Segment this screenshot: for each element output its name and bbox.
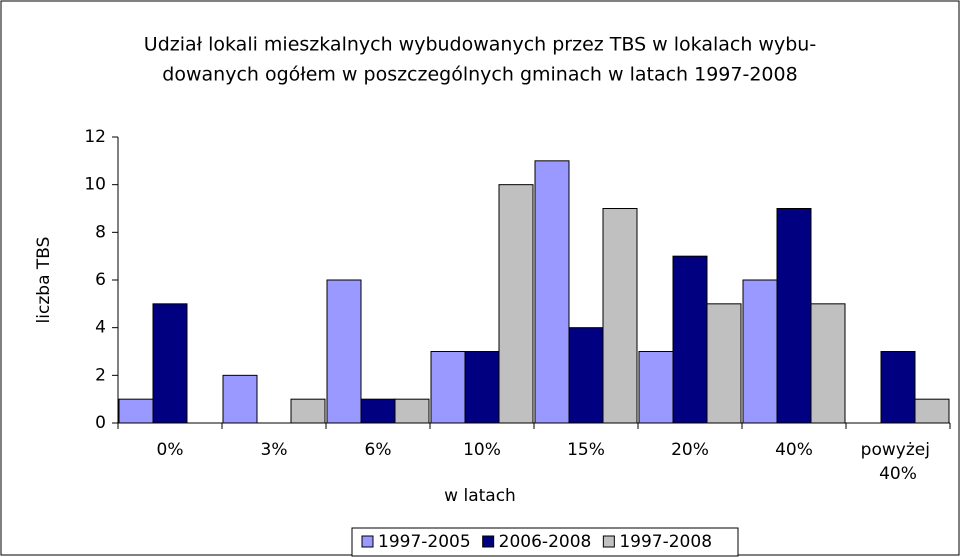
legend-swatch xyxy=(482,535,495,548)
y-tick-label: 10 xyxy=(84,175,106,195)
bar xyxy=(534,160,570,424)
bar xyxy=(394,398,430,424)
y-tick-label: 12 xyxy=(84,127,106,147)
bar xyxy=(222,374,258,424)
legend-box xyxy=(351,527,739,557)
bar xyxy=(464,351,500,424)
bar xyxy=(326,279,362,424)
bar xyxy=(742,279,778,424)
chart-title: dowanych ogółem w poszczególnych gminach… xyxy=(162,64,797,86)
y-tick-label: 0 xyxy=(95,413,106,433)
bar xyxy=(430,351,466,424)
bar xyxy=(602,208,638,424)
x-tick-label: powyżej 40% xyxy=(861,440,936,484)
x-tick-label: 3% xyxy=(261,440,288,460)
bar xyxy=(706,303,742,424)
bar xyxy=(290,398,326,424)
bar xyxy=(152,303,188,424)
y-axis-label: liczba TBS xyxy=(34,237,54,324)
x-tick-label: 6% xyxy=(365,440,392,460)
bar xyxy=(880,351,916,424)
legend-swatch xyxy=(602,535,615,548)
bar xyxy=(360,398,396,424)
bar xyxy=(914,398,950,424)
bar xyxy=(810,303,846,424)
bar xyxy=(638,351,674,424)
bar xyxy=(672,255,708,424)
x-tick-label: 20% xyxy=(671,440,709,460)
y-tick-label: 8 xyxy=(95,222,106,242)
legend-label: 1997-2008 xyxy=(619,532,712,552)
legend-swatch xyxy=(361,535,374,548)
bar xyxy=(498,184,534,424)
bar xyxy=(118,398,154,424)
bar xyxy=(776,208,812,424)
y-tick-label: 4 xyxy=(95,318,106,338)
bar xyxy=(568,327,604,424)
legend-label: 2006-2008 xyxy=(499,532,592,552)
x-tick-label: 0% xyxy=(157,440,184,460)
chart-title: Udział lokali mieszkalnych wybudowanych … xyxy=(144,34,816,56)
x-tick-label: 10% xyxy=(463,440,501,460)
x-axis-label: w latach xyxy=(444,486,516,506)
y-tick-label: 2 xyxy=(95,365,106,385)
x-tick-label: 40% xyxy=(775,440,813,460)
x-tick-label: 15% xyxy=(567,440,605,460)
y-tick-label: 6 xyxy=(95,270,106,290)
legend-label: 1997-2005 xyxy=(378,532,471,552)
